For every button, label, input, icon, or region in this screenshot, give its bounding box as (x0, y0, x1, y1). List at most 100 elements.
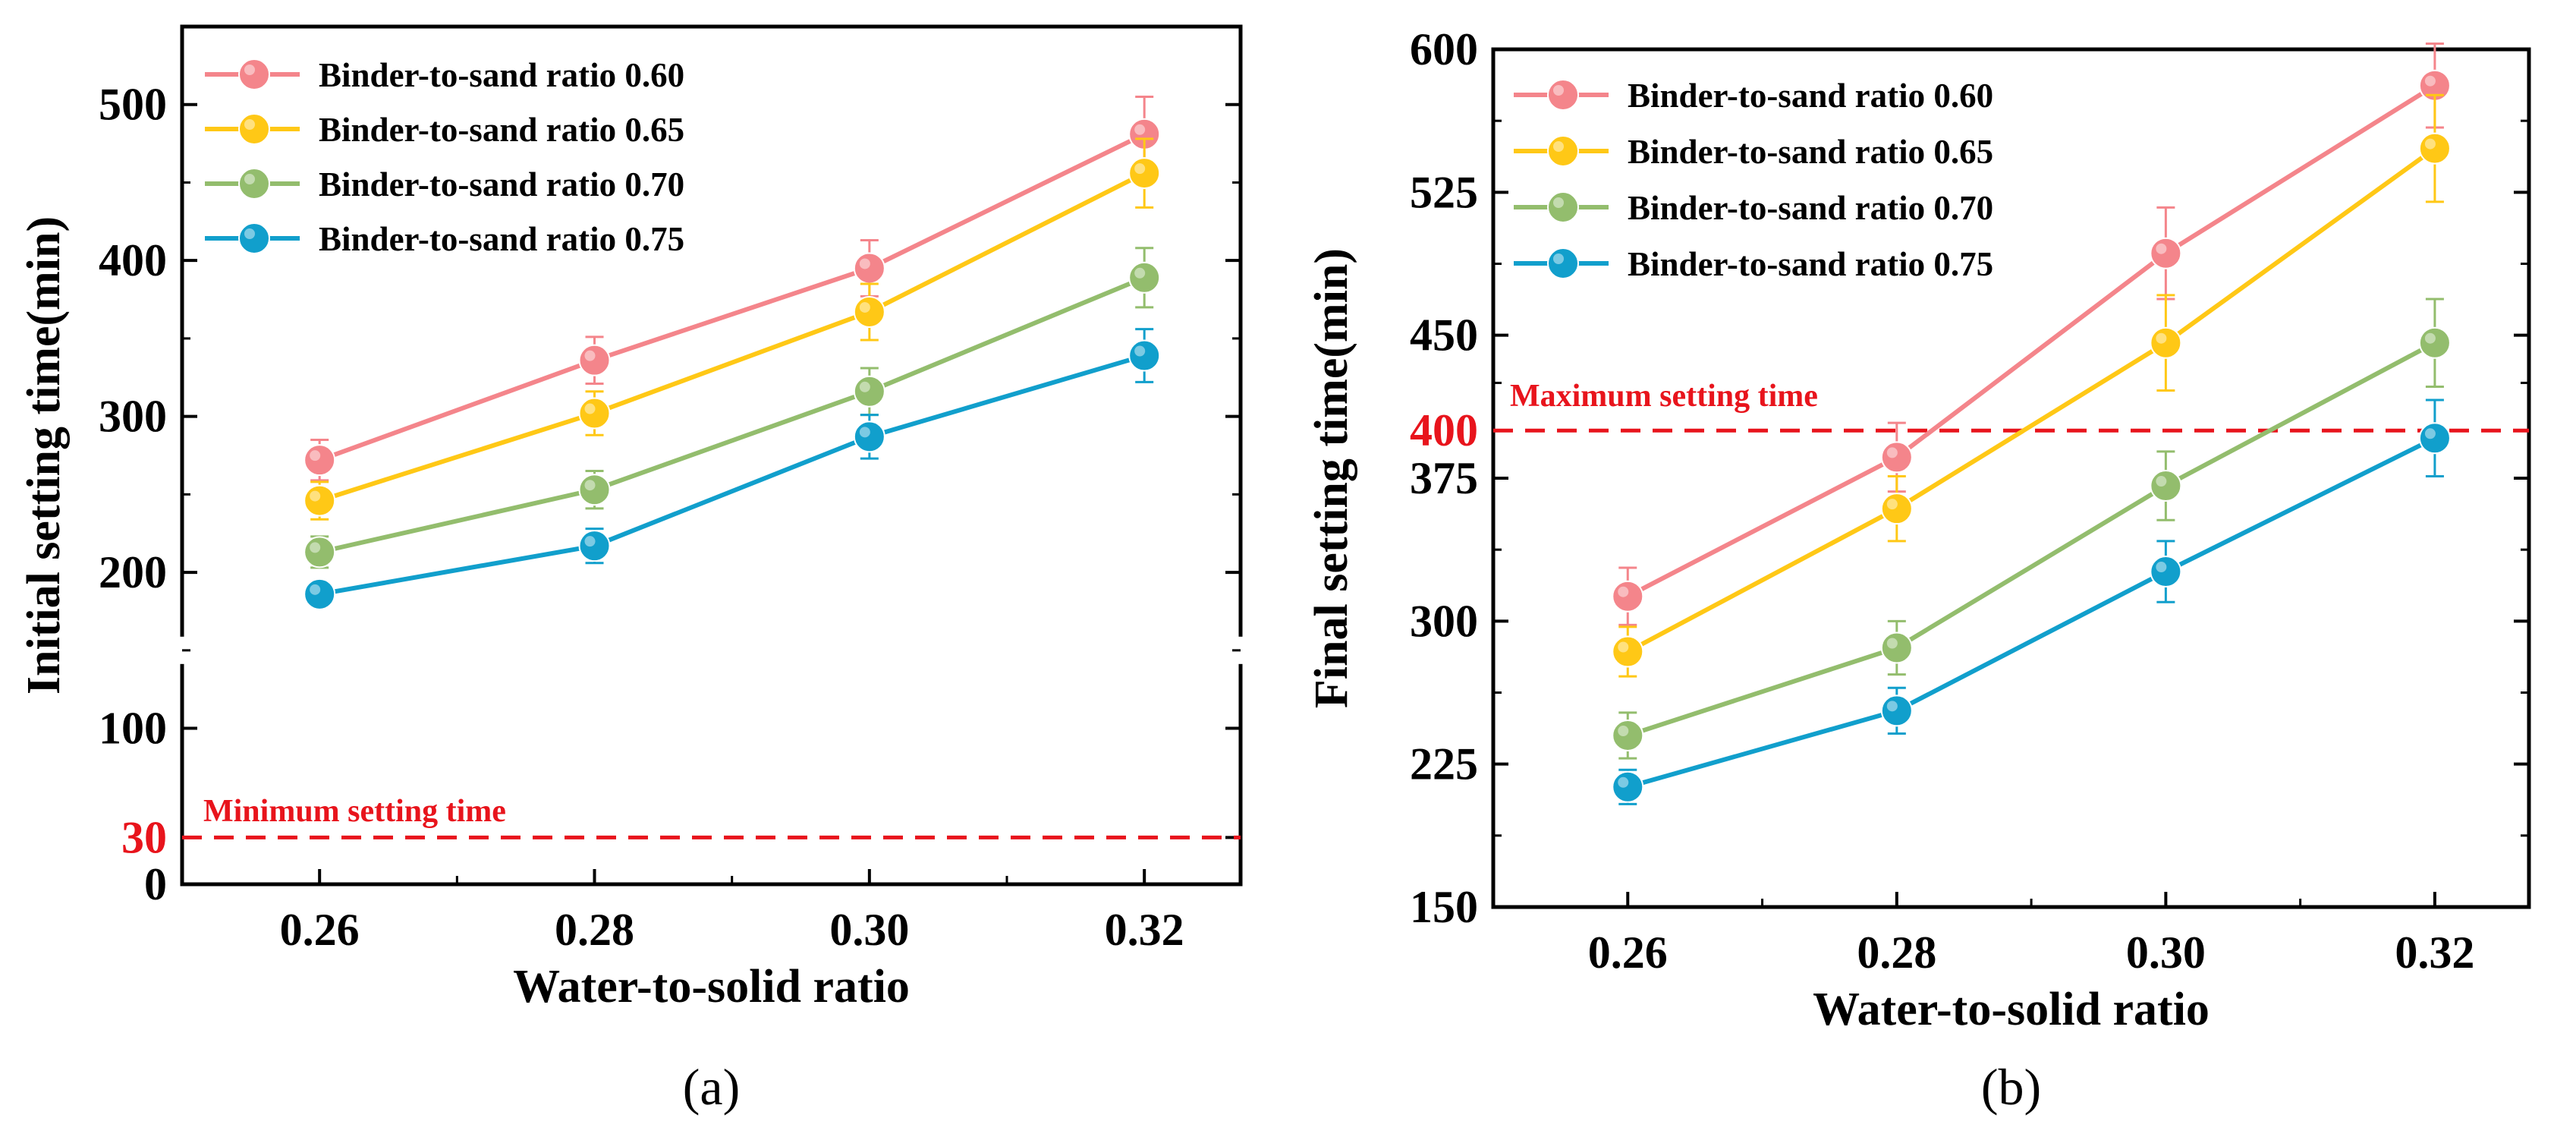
legend-marker-highlight (1553, 197, 1564, 208)
data-point (2418, 326, 2451, 359)
x-tick-label: 0.32 (2395, 928, 2474, 978)
data-point-highlight (859, 381, 870, 392)
data-point (1612, 635, 1644, 668)
x-tick-label: 0.26 (1588, 928, 1668, 978)
data-point (1612, 580, 1644, 613)
reference-line-label: Maximum setting time (1510, 379, 1818, 414)
data-point-highlight (1618, 776, 1629, 788)
y-tick-label: 375 (1410, 453, 1478, 503)
data-point-highlight (1134, 163, 1146, 175)
data-point-highlight (584, 480, 596, 491)
y-tick-label: 225 (1410, 739, 1478, 789)
data-point-highlight (859, 427, 870, 438)
data-point-highlight (584, 350, 596, 361)
y-tick-label: 0 (144, 859, 167, 909)
y-tick-label: 600 (1410, 24, 1478, 74)
series-line (319, 276, 1146, 555)
data-point (2150, 326, 2182, 359)
legend-marker (238, 113, 270, 145)
chart-panel-1: 030 100 200 300 400 500 0.26 0.28 0.30 0.32 Water-… (18, 24, 1245, 1116)
legend-marker-highlight (1553, 85, 1564, 96)
series-1 (304, 95, 1161, 482)
series-line (1626, 146, 2436, 654)
y-tick-label: 100 (99, 704, 167, 754)
y-tick-label: 450 (1410, 310, 1478, 361)
data-point (578, 344, 611, 376)
data-point-highlight (584, 536, 596, 547)
series-3 (304, 247, 1161, 569)
data-point-highlight (310, 584, 321, 595)
series-4 (304, 328, 1161, 610)
data-point-highlight (2156, 332, 2167, 344)
data-point (2418, 422, 2451, 455)
data-point-highlight (2424, 138, 2436, 150)
y-tick-label: 200 (99, 547, 167, 597)
legend-marker-highlight (1553, 254, 1564, 264)
y-tick-label: 30 (121, 812, 167, 862)
data-point (1612, 720, 1644, 751)
series-line (319, 132, 1146, 462)
data-point (1880, 631, 1913, 664)
data-point (578, 474, 611, 506)
data-point (304, 536, 336, 568)
y-tick-label: 525 (1410, 167, 1478, 217)
data-point (1128, 261, 1161, 294)
x-axis-title: Water-to-solid ratio (513, 961, 910, 1013)
data-point-highlight (1134, 345, 1146, 357)
data-point (578, 530, 611, 562)
data-point-highlight (584, 403, 596, 414)
legend-label: Binder-to-sand ratio 0.70 (319, 165, 684, 203)
y-tick-label: 300 (1410, 596, 1478, 646)
legend-marker (238, 58, 270, 90)
legend-label: Binder-to-sand ratio 0.70 (1628, 189, 1993, 227)
legend-marker-highlight (244, 228, 255, 239)
y-tick-label: 150 (1410, 882, 1478, 932)
y-axis-title: Final setting time(min) (1306, 248, 1357, 708)
series-line (1627, 436, 2436, 789)
legend: Binder-to-sand ratio 0.60 Binder-to-sand … (1514, 77, 1993, 283)
legend-marker-highlight (1553, 141, 1564, 152)
data-point-highlight (1618, 586, 1629, 597)
legend-label: Binder-to-sand ratio 0.65 (1628, 133, 1993, 171)
series-1 (1612, 42, 2451, 626)
data-point (304, 484, 336, 517)
legend-label: Binder-to-sand ratio 0.65 (319, 111, 684, 149)
data-point-highlight (859, 258, 870, 269)
y-tick-label: 400 (1410, 405, 1478, 455)
data-point (1128, 339, 1161, 372)
x-axis-title: Water-to-solid ratio (1813, 984, 2210, 1035)
data-point-highlight (1886, 638, 1898, 649)
data-point-highlight (2424, 332, 2436, 344)
data-point-highlight (2156, 562, 2167, 573)
legend-marker-highlight (244, 119, 255, 130)
legend-label: Binder-to-sand ratio 0.60 (319, 56, 684, 94)
data-point-highlight (1886, 701, 1898, 712)
series-2 (1612, 93, 2451, 678)
data-point (2150, 556, 2182, 588)
legend-label: Binder-to-sand ratio 0.60 (1628, 77, 1993, 115)
legend-marker (1547, 247, 1579, 279)
legend-marker (1547, 79, 1579, 111)
data-point (578, 397, 611, 430)
x-tick-label: 0.30 (2126, 928, 2206, 978)
data-point-highlight (2156, 476, 2167, 487)
data-point (853, 295, 885, 328)
data-point-highlight (2424, 428, 2436, 439)
data-point (2150, 470, 2182, 502)
series-line (1627, 341, 2436, 738)
x-tick-label: 0.28 (555, 905, 634, 955)
data-point-highlight (310, 542, 321, 553)
data-point-highlight (1134, 124, 1146, 135)
y-tick-label: 300 (99, 392, 167, 442)
reference-line-label: Minimum setting time (203, 794, 506, 829)
x-tick-label: 0.28 (1857, 928, 1936, 978)
data-point-highlight (1134, 267, 1146, 279)
series-2 (304, 137, 1161, 521)
series-4 (1612, 398, 2451, 805)
plot-frame (180, 24, 1243, 887)
legend-marker (1547, 135, 1579, 167)
x-tick-label: 0.30 (829, 905, 909, 955)
data-point (2150, 237, 2182, 269)
data-point (853, 375, 885, 408)
